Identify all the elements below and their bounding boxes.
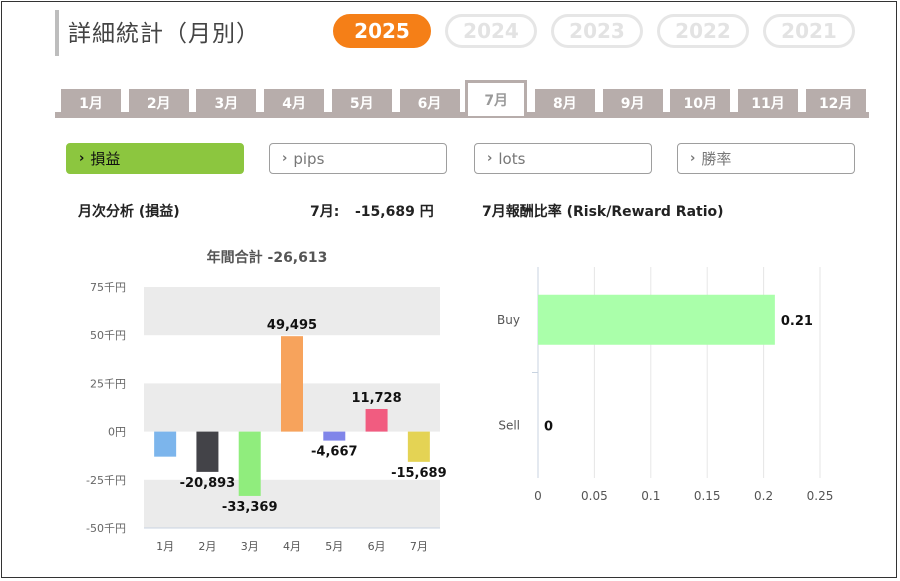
year-button-2023[interactable]: 2023 bbox=[551, 14, 643, 48]
x-tick-label: 5月 bbox=[325, 540, 343, 553]
month-tab-7[interactable]: 7月 bbox=[465, 80, 528, 116]
grid-band bbox=[144, 479, 440, 528]
month-tab-2[interactable]: 2月 bbox=[128, 89, 189, 116]
chevron-right-icon: › bbox=[487, 151, 493, 166]
x-tick-label: 0.1 bbox=[641, 489, 660, 503]
bar-Buy bbox=[538, 294, 775, 345]
y-category-label: Buy bbox=[497, 313, 520, 327]
page-title: 詳細統計（月別） bbox=[68, 21, 260, 47]
month-tabs-baseline bbox=[55, 112, 869, 118]
month-tab-5[interactable]: 5月 bbox=[331, 89, 392, 116]
bar-2月 bbox=[196, 431, 219, 472]
y-tick-label: 0円 bbox=[108, 426, 126, 439]
chevron-right-icon: › bbox=[282, 151, 288, 166]
x-tick-label: 2月 bbox=[198, 540, 216, 553]
month-tab-10[interactable]: 10月 bbox=[670, 89, 731, 116]
month-total-label: 7月: bbox=[310, 204, 340, 220]
rr-heading: 7月報酬比率 (Risk/Reward Ratio) bbox=[482, 204, 724, 220]
filter-label: lots bbox=[498, 149, 526, 168]
chart-title: 年間合計 -26,613 bbox=[207, 249, 328, 266]
bar-5月 bbox=[323, 431, 346, 441]
year-button-2025[interactable]: 2025 bbox=[333, 14, 431, 48]
x-tick-label: 0.25 bbox=[807, 489, 834, 503]
filter-label: 勝率 bbox=[701, 150, 732, 168]
x-tick-label: 7月 bbox=[410, 540, 428, 553]
y-tick-label: 50千円 bbox=[90, 329, 126, 342]
year-button-2024[interactable]: 2024 bbox=[445, 14, 537, 48]
y-tick-label: 25千円 bbox=[90, 377, 126, 390]
x-tick-label: 6月 bbox=[368, 540, 386, 553]
filter-label: pips bbox=[293, 149, 325, 168]
data-label: 0 bbox=[544, 419, 553, 434]
x-tick-label: 0.05 bbox=[581, 489, 608, 503]
rr-ratio-chart: 0 0.05 0.1 0.15 0.2 0.25 Buy 0.21 Sell 0 bbox=[497, 267, 834, 503]
data-label: 11,728 bbox=[351, 391, 401, 406]
month-tab-11[interactable]: 11月 bbox=[738, 89, 798, 116]
year-button-2021[interactable]: 2021 bbox=[763, 14, 855, 48]
month-tab-4[interactable]: 4月 bbox=[264, 89, 325, 116]
bar-3月 bbox=[238, 431, 261, 496]
chevron-right-icon: › bbox=[690, 151, 696, 166]
bar-6月 bbox=[365, 408, 388, 432]
data-label: 0.21 bbox=[781, 314, 813, 329]
x-tick-label: 0.2 bbox=[754, 489, 773, 503]
data-label: -4,667 bbox=[311, 445, 358, 460]
y-tick-label: -25千円 bbox=[86, 474, 126, 487]
title-accent-bar bbox=[55, 10, 59, 56]
month-tab-3[interactable]: 3月 bbox=[196, 89, 257, 116]
filter-label: 損益 bbox=[90, 150, 121, 168]
monthly-pnl-chart: 年間合計 -26,613 75千円 50千円 25千円 0円 -25千円 -50千円 1月 -2… bbox=[86, 249, 447, 553]
filter-button-1[interactable]: › pips bbox=[269, 143, 447, 174]
data-label: -33,369 bbox=[222, 500, 278, 515]
filter-button-2[interactable]: › lots bbox=[474, 143, 652, 174]
year-button-2022[interactable]: 2022 bbox=[657, 14, 749, 48]
filter-button-3[interactable]: › 勝率 bbox=[677, 143, 855, 174]
data-label: -15,689 bbox=[391, 466, 447, 481]
x-tick-label: 1月 bbox=[156, 540, 174, 553]
x-tick-label: 4月 bbox=[283, 540, 301, 553]
filter-button-0[interactable]: › 損益 bbox=[66, 143, 244, 174]
year-selector: 2025 2024 2023 2022 2021 bbox=[333, 14, 855, 48]
month-total-value: -15,689 円 bbox=[355, 204, 434, 220]
grid-band bbox=[144, 287, 440, 336]
monthly-analysis-heading: 月次分析 (損益) bbox=[78, 204, 180, 220]
month-tab-6[interactable]: 6月 bbox=[399, 89, 460, 116]
month-tab-9[interactable]: 9月 bbox=[602, 89, 663, 116]
month-tab-8[interactable]: 8月 bbox=[534, 89, 595, 116]
month-tab-1[interactable]: 1月 bbox=[61, 89, 121, 116]
x-tick-label: 0 bbox=[534, 489, 542, 503]
y-tick-label: 75千円 bbox=[90, 281, 126, 294]
month-tab-12[interactable]: 12月 bbox=[805, 89, 866, 116]
y-category-label: Sell bbox=[498, 418, 520, 432]
month-tabs: 1月 2月 3月 4月 5月 6月 7月 8月 9月 10月 11月 12月 bbox=[55, 80, 869, 118]
x-tick-label: 3月 bbox=[241, 540, 259, 553]
data-label: -20,893 bbox=[180, 476, 236, 491]
chevron-right-icon: › bbox=[79, 151, 85, 166]
x-tick-label: 0.15 bbox=[694, 489, 721, 503]
bar-4月 bbox=[281, 336, 303, 432]
data-label: 49,495 bbox=[267, 318, 317, 333]
bar-1月 bbox=[154, 431, 177, 457]
y-tick-label: -50千円 bbox=[86, 522, 126, 535]
bar-7月 bbox=[407, 431, 430, 462]
